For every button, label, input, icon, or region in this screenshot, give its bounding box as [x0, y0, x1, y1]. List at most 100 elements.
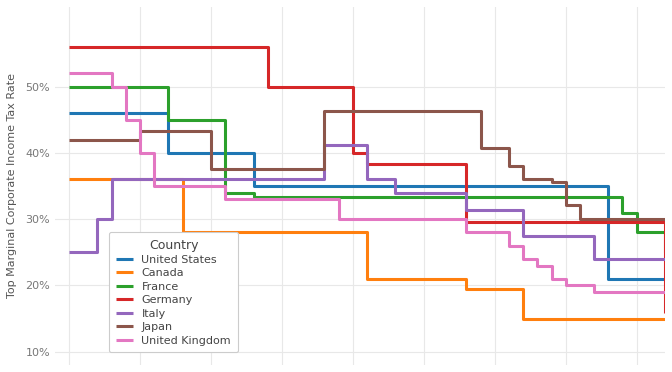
United Kingdom	[462, 230, 470, 235]
United Kingdom	[491, 230, 499, 235]
Japan	[207, 129, 215, 133]
United Kingdom	[136, 151, 144, 155]
Canada	[519, 317, 528, 321]
United Kingdom	[505, 243, 513, 248]
France	[661, 230, 669, 235]
Canada	[363, 277, 371, 281]
United States	[165, 111, 173, 115]
Line: Japan: Japan	[69, 110, 665, 219]
United States	[661, 277, 669, 281]
Line: United Kingdom: United Kingdom	[69, 73, 665, 292]
Italy	[661, 257, 669, 261]
Italy	[391, 177, 399, 182]
France	[165, 118, 173, 122]
Germany	[207, 45, 215, 49]
Canada	[519, 286, 528, 291]
Germany	[263, 84, 271, 89]
Italy	[306, 177, 314, 182]
France	[249, 190, 257, 195]
United Kingdom	[661, 290, 669, 294]
Italy	[321, 142, 329, 147]
United Kingdom	[335, 217, 343, 221]
Japan	[321, 167, 329, 171]
Japan	[661, 217, 669, 222]
Japan	[505, 146, 513, 151]
Germany	[363, 151, 371, 155]
Italy	[590, 234, 598, 238]
United Kingdom	[519, 243, 528, 248]
Germany	[263, 45, 271, 49]
United Kingdom	[150, 151, 158, 155]
Canada	[363, 230, 371, 235]
United Kingdom	[590, 283, 598, 288]
United Kingdom	[505, 230, 513, 235]
United States	[249, 184, 257, 188]
United Kingdom	[335, 197, 343, 202]
Japan	[476, 146, 485, 151]
Legend: United States, Canada, France, Germany, Italy, Japan, United Kingdom: United States, Canada, France, Germany, …	[110, 232, 238, 352]
United Kingdom	[221, 184, 229, 188]
France	[618, 195, 626, 199]
Japan	[548, 177, 556, 181]
United States	[65, 111, 73, 115]
Italy	[108, 217, 116, 221]
Italy	[590, 257, 598, 261]
Germany	[462, 220, 470, 225]
France	[632, 230, 640, 235]
Line: Germany: Germany	[69, 47, 665, 313]
United Kingdom	[548, 263, 556, 268]
France	[249, 195, 257, 199]
United Kingdom	[590, 290, 598, 294]
United Kingdom	[448, 217, 456, 221]
Japan	[65, 137, 73, 142]
France	[661, 250, 669, 254]
United States	[165, 151, 173, 155]
Canada	[661, 317, 669, 321]
Japan	[576, 203, 584, 208]
Germany	[661, 220, 669, 225]
United States	[604, 184, 612, 188]
United Kingdom	[548, 277, 556, 281]
France	[363, 195, 371, 199]
France	[363, 195, 371, 199]
United Kingdom	[93, 71, 101, 76]
Italy	[321, 177, 329, 182]
Italy	[93, 250, 101, 254]
Italy	[65, 250, 73, 254]
Japan	[562, 203, 570, 208]
United Kingdom	[562, 283, 570, 288]
Italy	[391, 190, 399, 195]
Line: United States: United States	[69, 113, 665, 279]
United Kingdom	[661, 290, 669, 294]
Italy	[462, 208, 470, 212]
Germany	[363, 161, 371, 166]
United Kingdom	[534, 257, 542, 261]
United Kingdom	[122, 84, 130, 89]
United Kingdom	[136, 118, 144, 122]
Germany	[207, 45, 215, 49]
Italy	[363, 142, 371, 147]
Canada	[179, 177, 187, 182]
Japan	[136, 137, 144, 142]
France	[165, 84, 173, 89]
Canada	[661, 317, 669, 321]
Italy	[661, 257, 669, 261]
United Kingdom	[221, 197, 229, 202]
United Kingdom	[108, 71, 116, 76]
Japan	[136, 129, 144, 133]
Line: Canada: Canada	[69, 179, 665, 319]
United Kingdom	[519, 257, 528, 261]
United States	[604, 277, 612, 281]
United Kingdom	[462, 217, 470, 221]
Japan	[661, 217, 669, 222]
Italy	[519, 208, 528, 212]
United Kingdom	[448, 217, 456, 221]
United Kingdom	[534, 263, 542, 268]
Japan	[548, 180, 556, 184]
Germany	[462, 161, 470, 166]
Canada	[179, 230, 187, 235]
United States	[661, 277, 669, 281]
Japan	[207, 167, 215, 171]
United Kingdom	[93, 71, 101, 76]
Italy	[519, 234, 528, 238]
